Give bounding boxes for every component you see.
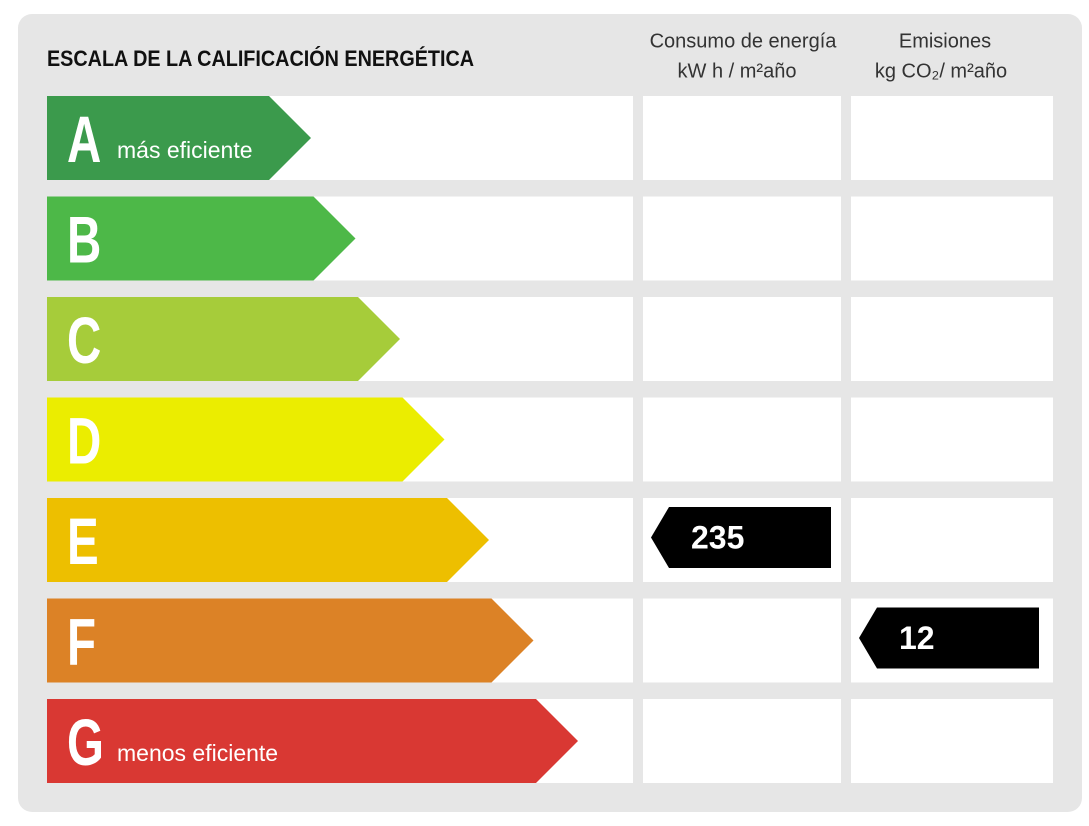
rating-arrow: [47, 498, 489, 582]
rating-note: menos eficiente: [117, 740, 278, 766]
emissions-cell: [851, 397, 1053, 482]
rating-letter: D: [67, 405, 101, 478]
rating-letter: C: [67, 304, 101, 377]
emissions-unit: kg CO₂/ m²año: [875, 60, 1007, 82]
emissions-header: Emisiones: [899, 30, 991, 52]
rating-note: más eficiente: [117, 137, 253, 163]
emissions-cell: [851, 498, 1053, 582]
consumption-cell: [643, 598, 841, 683]
rating-letter: E: [67, 505, 99, 578]
consumption-cell: [643, 699, 841, 783]
consumption-cell: [643, 196, 841, 281]
rating-letter: A: [67, 103, 101, 176]
consumption-cell: [643, 397, 841, 482]
rating-arrow: [47, 699, 578, 783]
emissions-cell: [851, 699, 1053, 783]
rating-arrow: [47, 598, 534, 683]
value-marker: [859, 607, 1039, 669]
rating-letter: B: [67, 204, 101, 277]
consumption-header: Consumo de energía: [650, 30, 838, 52]
consumption-cell: [643, 96, 841, 180]
rating-letter: F: [67, 606, 96, 679]
value-label: 12: [899, 620, 935, 656]
rating-arrow: [47, 196, 356, 281]
value-label: 235: [691, 520, 744, 556]
emissions-cell: [851, 96, 1053, 180]
emissions-cell: [851, 297, 1053, 381]
rating-arrow: [47, 297, 400, 381]
emissions-cell: [851, 196, 1053, 281]
title: ESCALA DE LA CALIFICACIÓN ENERGÉTICA: [47, 46, 474, 71]
rating-arrow: [47, 96, 311, 180]
rating-arrow: [47, 397, 445, 482]
consumption-cell: [643, 297, 841, 381]
consumption-unit: kW h / m²año: [678, 60, 797, 82]
rating-letter: G: [67, 706, 104, 779]
value-marker: [651, 507, 831, 568]
